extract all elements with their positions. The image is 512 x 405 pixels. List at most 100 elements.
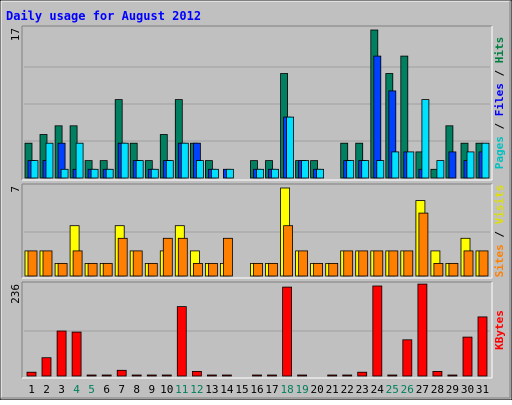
legend-part: / <box>493 63 506 83</box>
bar-kbytes-day-8 <box>131 374 142 377</box>
panel-scale-label: 17 <box>9 28 22 41</box>
legend-part: Hits <box>493 37 506 64</box>
x-tick-label-23: 23 <box>356 383 369 396</box>
bar-kbytes-day-31 <box>477 316 488 377</box>
bar-kbytes-day-27 <box>417 283 428 377</box>
bar-pages-day-13 <box>210 168 219 179</box>
bar-kbytes-day-13 <box>206 374 217 377</box>
bar-kbytes-day-18 <box>282 286 293 377</box>
legend-part: Visits <box>493 185 506 225</box>
x-tick-label-28: 28 <box>431 383 444 396</box>
bar-kbytes-day-5 <box>86 374 97 377</box>
x-tick-label-3: 3 <box>58 383 65 396</box>
bar-pages-day-20 <box>316 168 325 179</box>
bar-kbytes-day-26 <box>402 339 413 377</box>
x-tick-label-24: 24 <box>371 383 385 396</box>
legend-part: / <box>493 116 506 136</box>
bar-kbytes-day-28 <box>432 370 443 377</box>
bar-sites-day-29 <box>448 262 459 277</box>
legend-part: Files <box>493 83 506 116</box>
x-tick-label-1: 1 <box>28 383 35 396</box>
bar-pages-day-16 <box>256 168 264 179</box>
bar-kbytes-day-25 <box>387 374 398 377</box>
x-tick-label-14: 14 <box>220 383 234 396</box>
bar-sites-day-16 <box>253 262 263 277</box>
panel-background <box>22 282 492 378</box>
panel-legend-label: Sites / Visits <box>493 185 506 278</box>
bar-sites-day-26 <box>403 250 414 277</box>
bar-pages-day-1 <box>30 160 39 179</box>
bar-sites-day-1 <box>27 250 38 277</box>
bar-sites-day-18 <box>283 225 294 277</box>
bar-kbytes-day-10 <box>161 374 172 377</box>
bar-pages-day-7 <box>120 142 129 179</box>
bar-kbytes-day-3 <box>56 330 67 377</box>
bar-sites-day-25 <box>388 250 399 277</box>
x-tick-label-7: 7 <box>118 383 125 396</box>
legend-part: / <box>493 224 506 244</box>
chart-panels: 17 Pages / Files / Hits 7 Sites / Visits 236… <box>9 25 506 379</box>
bar-sites-day-17 <box>268 262 278 277</box>
bar-kbytes-day-7 <box>116 369 127 377</box>
x-tick-label-31: 31 <box>476 383 489 396</box>
bar-pages-day-12 <box>195 160 204 179</box>
bar-kbytes-day-21 <box>327 374 338 377</box>
bar-pages-day-4 <box>75 142 84 179</box>
bar-sites-day-3 <box>57 262 68 277</box>
x-tick-label-12: 12 <box>190 383 203 396</box>
bar-sites-day-6 <box>102 262 113 277</box>
x-tick-label-27: 27 <box>416 383 429 396</box>
bar-sites-day-24 <box>373 250 384 277</box>
bar-sites-day-23 <box>358 250 369 277</box>
x-tick-label-13: 13 <box>205 383 218 396</box>
x-tick-label-19: 19 <box>295 383 308 396</box>
panel-2: 7 Sites / Visits <box>9 183 506 279</box>
chart-title: Daily usage for August 2012 <box>6 9 201 23</box>
bar-sites-day-28 <box>433 262 444 277</box>
panel-legend-label: Pages / Files / Hits <box>493 37 506 170</box>
bar-sites-day-2 <box>42 250 53 277</box>
bar-pages-day-30 <box>466 151 475 179</box>
x-tick-label-16: 16 <box>250 383 263 396</box>
bar-sites-day-12 <box>192 262 203 277</box>
bar-pages-day-22 <box>346 160 355 179</box>
bar-sites-day-11 <box>177 237 188 277</box>
bar-sites-day-8 <box>132 250 143 277</box>
x-tick-label-18: 18 <box>280 383 293 396</box>
x-tick-label-2: 2 <box>43 383 50 396</box>
legend-part: Sites <box>493 244 506 277</box>
bar-kbytes-day-23 <box>357 371 368 377</box>
bar-pages-day-5 <box>90 168 99 179</box>
bar-pages-day-6 <box>105 168 114 179</box>
x-tick-label-11: 11 <box>175 383 188 396</box>
x-axis-labels: 1 2 3 4 5 6 7 8 9 10 11 12 13 14 15 16 17 18 19 20 21 22 23 24 2… <box>28 383 489 396</box>
bar-kbytes-day-9 <box>146 374 157 377</box>
bar-pages-day-19 <box>301 160 310 179</box>
x-tick-label-17: 17 <box>265 383 278 396</box>
bar-pages-day-28 <box>436 160 445 179</box>
x-tick-label-15: 15 <box>235 383 248 396</box>
x-tick-label-6: 6 <box>103 383 110 396</box>
bar-kbytes-day-30 <box>462 336 473 377</box>
panel-scale-label: 7 <box>9 186 22 193</box>
x-tick-label-26: 26 <box>401 383 414 396</box>
bar-pages-day-14 <box>225 168 234 179</box>
bar-pages-day-2 <box>45 142 54 179</box>
bar-pages-day-24 <box>376 160 385 179</box>
bar-kbytes-day-19 <box>297 374 308 377</box>
bar-kbytes-day-14 <box>221 374 232 377</box>
bar-kbytes-day-24 <box>372 285 383 377</box>
bar-kbytes-day-6 <box>101 374 112 377</box>
bar-pages-day-18 <box>286 116 295 179</box>
bar-kbytes-day-12 <box>191 370 202 377</box>
bar-kbytes-day-4 <box>71 331 82 377</box>
bar-pages-day-25 <box>391 151 400 179</box>
bar-kbytes-day-29 <box>447 374 458 377</box>
panel-1: 17 Pages / Files / Hits <box>9 25 506 181</box>
x-tick-label-25: 25 <box>386 383 399 396</box>
bar-kbytes-day-22 <box>342 374 353 377</box>
bar-pages-day-11 <box>180 142 189 179</box>
bar-kbytes-day-17 <box>267 374 277 377</box>
bar-pages-day-9 <box>150 168 159 179</box>
